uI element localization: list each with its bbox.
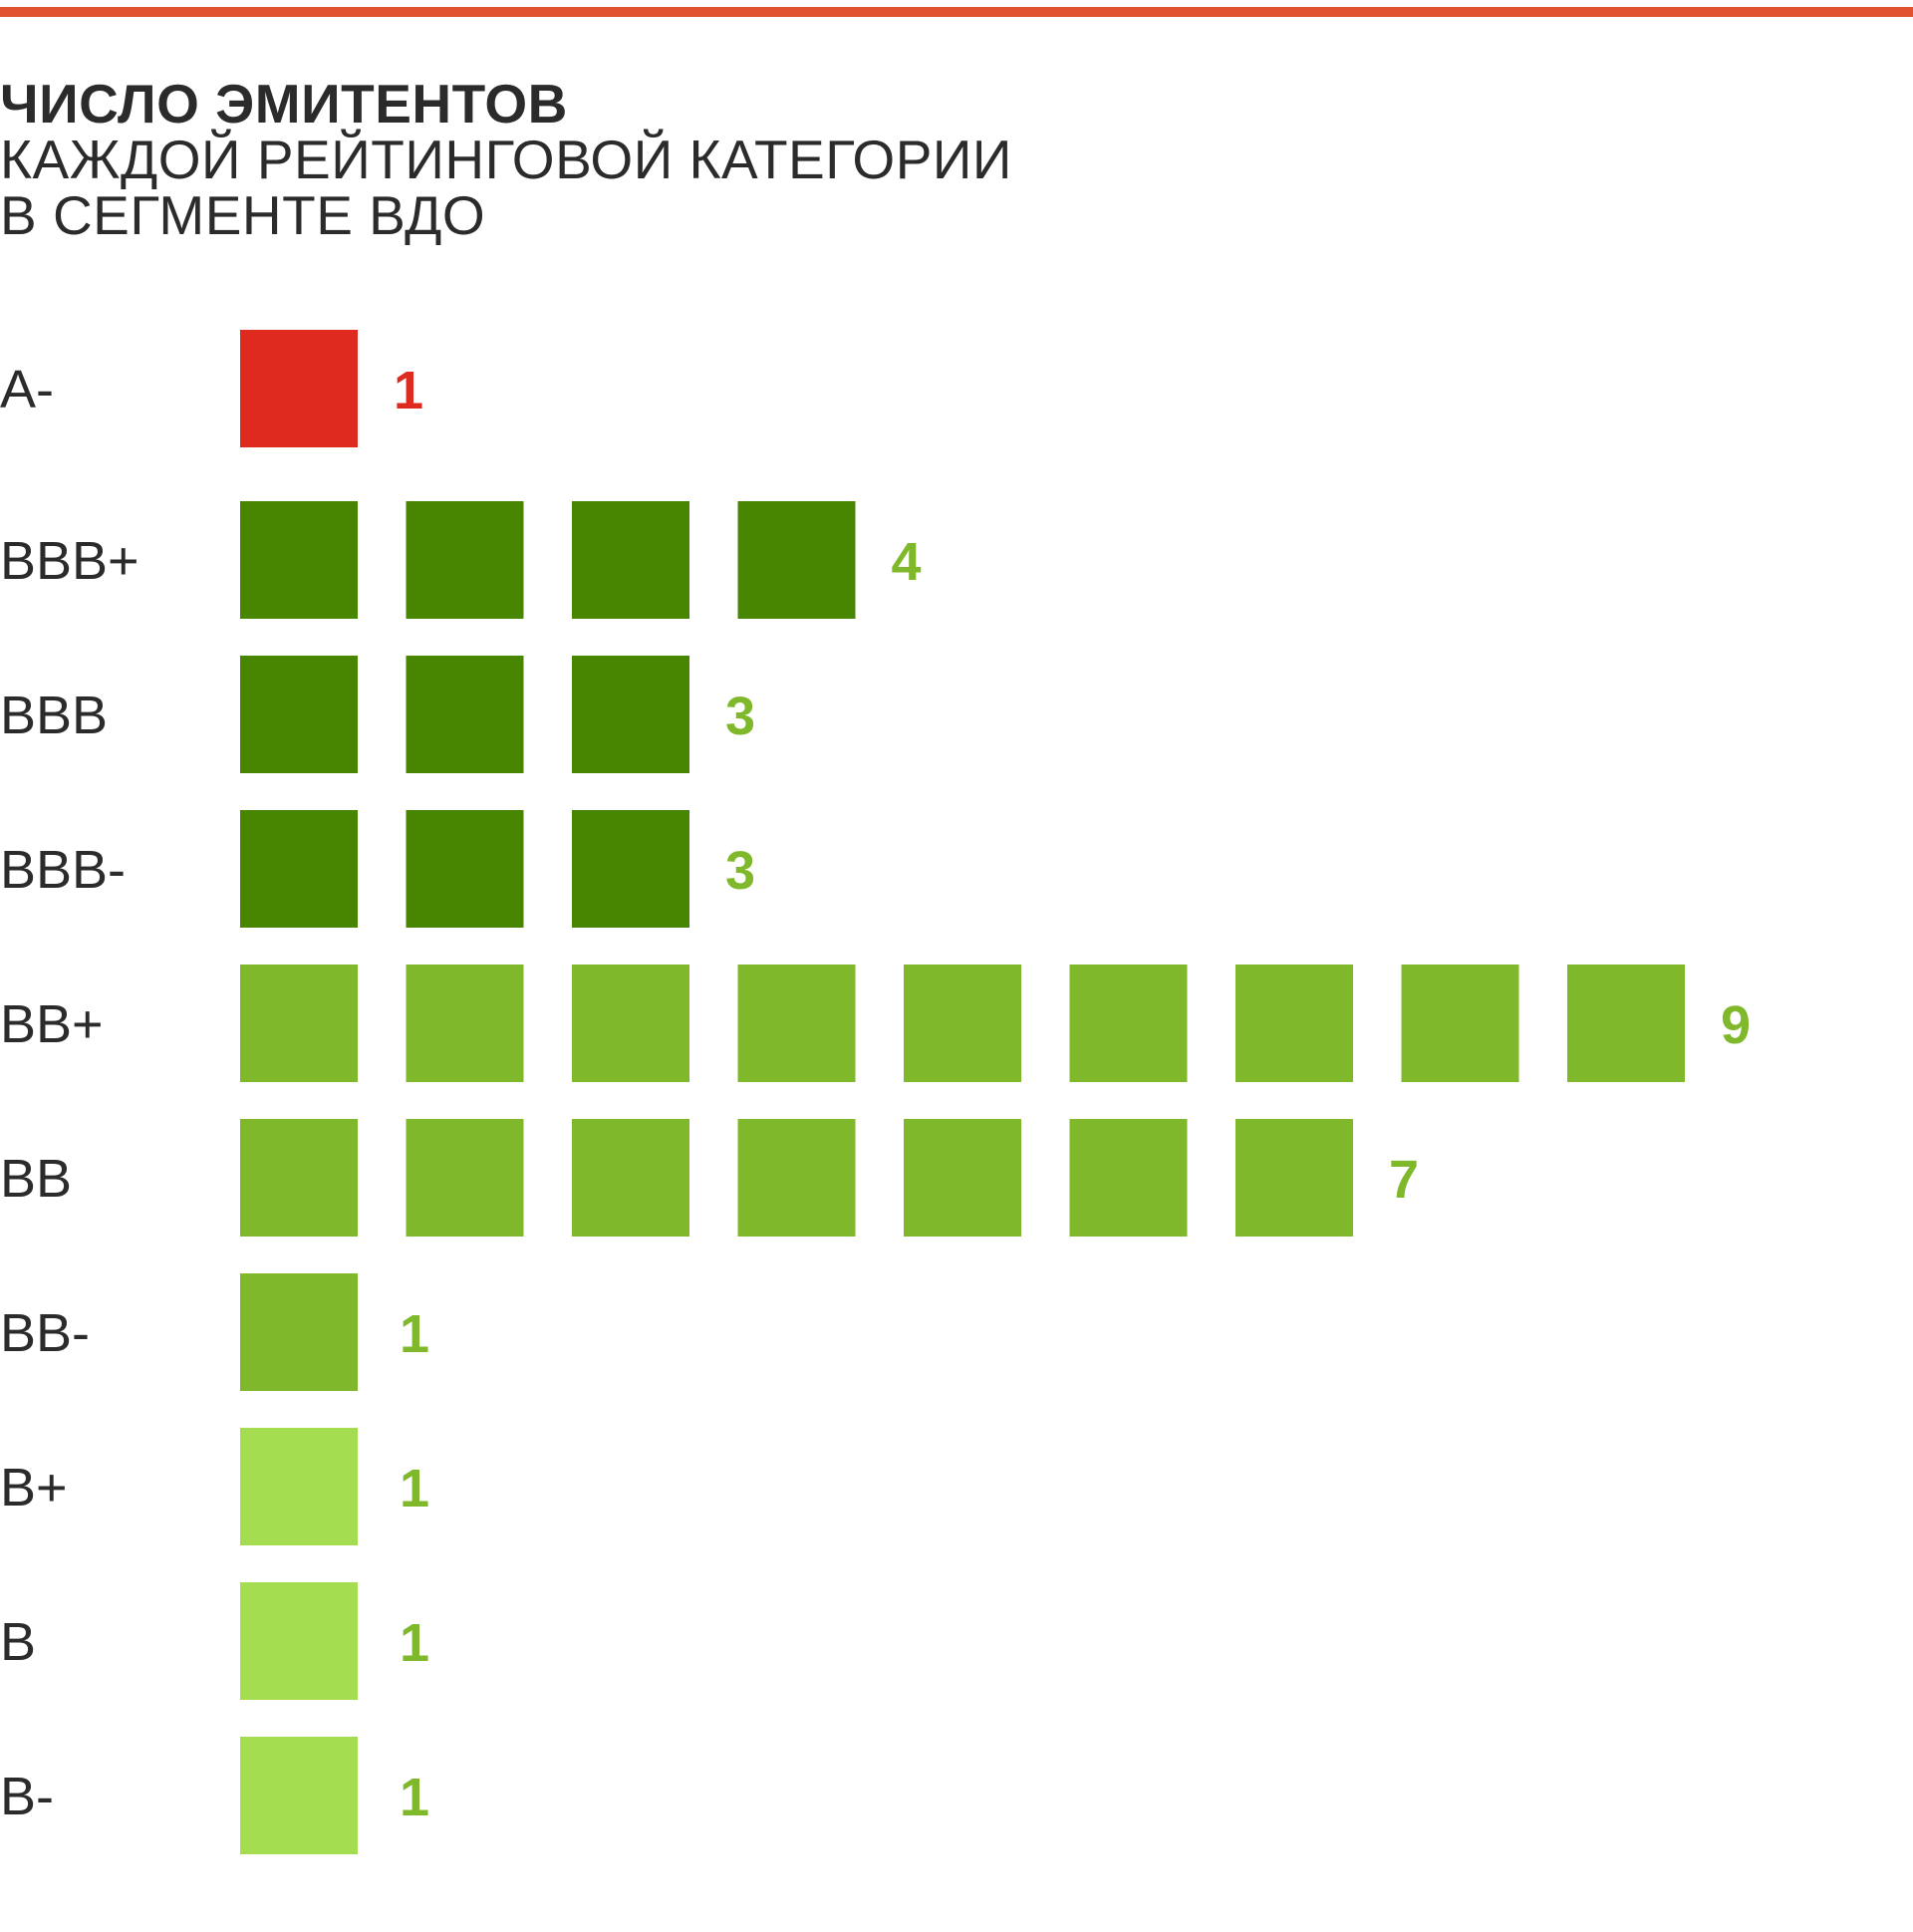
count-label: 9 [1721,995,1751,1055]
issuer-square [406,501,524,619]
count-label: 3 [725,687,755,746]
issuer-square [737,965,856,1082]
rating-label: BBB+ [0,531,139,591]
rating-label: BBB- [0,840,126,900]
issuer-square [240,1273,358,1391]
issuer-square [240,1428,358,1545]
chart-title-line-2: КАЖДОЙ РЕЙТИНГОВОЙ КАТЕГОРИИ [0,129,1012,190]
issuer-square [240,810,358,928]
issuer-square [406,810,524,928]
issuer-square [240,1119,358,1237]
issuer-square [1401,965,1519,1082]
issuer-square [1235,1119,1353,1237]
issuer-square [1235,965,1353,1082]
chart-title: ЧИСЛО ЭМИТЕНТОВ КАЖДОЙ РЕЙТИНГОВОЙ КАТЕГ… [0,76,1012,243]
count-label: 1 [400,1304,429,1364]
issuer-square [1567,965,1685,1082]
count-label: 4 [892,532,922,592]
issuer-square [1069,965,1188,1082]
issuer-square [904,1119,1021,1237]
issuer-square [737,501,856,619]
issuer-square [240,330,358,447]
rating-label: BB+ [0,994,104,1054]
issuer-square [572,501,689,619]
count-label: 1 [400,1768,429,1827]
count-label: 3 [725,841,755,901]
rating-label: B- [0,1767,54,1826]
issuer-square [240,501,358,619]
issuer-square [406,1119,524,1237]
rating-label: BB- [0,1303,90,1363]
issuer-square [737,1119,856,1237]
issuer-square [572,1119,689,1237]
issuer-square [240,965,358,1082]
issuer-square [240,656,358,773]
chart-title-bold: ЧИСЛО ЭМИТЕНТОВ [0,73,568,135]
issuer-square [572,656,689,773]
count-label: 1 [394,361,423,420]
count-label: 1 [400,1459,429,1518]
issuer-square [406,656,524,773]
top-accent-rule [0,7,1913,17]
issuer-square [572,965,689,1082]
issuer-square [1069,1119,1188,1237]
issuer-square [572,810,689,928]
count-label: 7 [1389,1150,1419,1210]
rating-label: BBB [0,686,108,745]
issuer-square [240,1737,358,1854]
issuer-square [240,1582,358,1700]
chart-title-line-3: В СЕГМЕНТЕ ВДО [0,184,486,246]
count-label: 1 [400,1613,429,1673]
issuer-square [904,965,1021,1082]
rating-label: BB [0,1149,72,1209]
issuer-square [406,965,524,1082]
rating-label: B+ [0,1458,68,1518]
rating-label: A- [0,360,54,419]
rating-label: B [0,1612,36,1672]
